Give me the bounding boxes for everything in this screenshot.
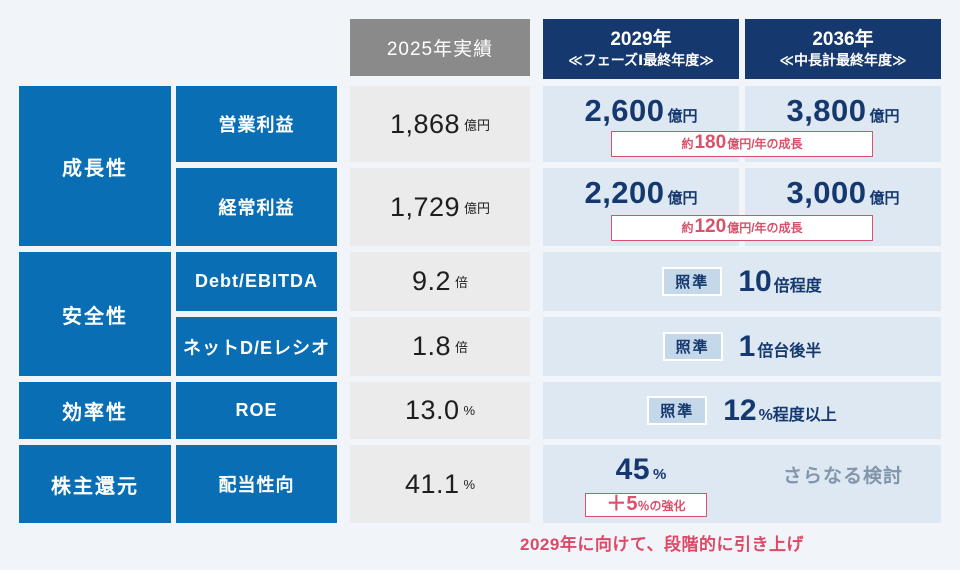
payout-2036-text: さらなる検討 xyxy=(782,465,903,487)
actual-payout-ratio-unit: % xyxy=(463,476,476,492)
aim-badge: 照準 xyxy=(662,267,723,296)
aim-badge: 照準 xyxy=(662,332,723,361)
growth-note-prefix: 約 xyxy=(681,137,694,151)
target-row-operating-profit: 2,600 億円 3,800 億円 約 180 億円/年の成長 xyxy=(543,86,941,162)
actual-net-de-ratio-unit: 倍 xyxy=(455,340,469,355)
actual-operating-profit: 1,868 億円 xyxy=(350,86,530,162)
aim-badge: 照準 xyxy=(647,396,708,425)
target-operating-profit-2036-unit: 億円 xyxy=(869,108,900,125)
actual-net-de-ratio-value: 1.8 xyxy=(411,331,452,361)
category-efficiency-label: 効率性 xyxy=(62,402,128,424)
target-debt-ebitda-suffix: 倍程度 xyxy=(773,277,822,295)
target-net-de-ratio-value: 1 xyxy=(738,329,756,363)
metric-net-de-ratio-label: ネットD/Eレシオ xyxy=(182,337,330,358)
actual-ordinary-profit-value: 1,729 xyxy=(389,191,461,222)
metric-roe: ROE xyxy=(176,382,337,439)
actual-ordinary-profit-unit: 億円 xyxy=(464,200,491,216)
column-header-2029: 2029年 ≪フェーズⅠ最終年度≫ xyxy=(543,19,739,79)
actual-debt-ebitda: 9.2 倍 xyxy=(350,252,530,311)
column-header-2025-label: 2025年実績 xyxy=(386,39,494,60)
target-net-de-ratio-suffix: 倍台後半 xyxy=(757,342,822,360)
growth-note-value: 120 xyxy=(694,216,727,237)
actual-net-de-ratio: 1.8 倍 xyxy=(350,317,530,376)
target-ordinary-profit-2029-unit: 億円 xyxy=(667,190,698,207)
target-roe-suffix: %程度以上 xyxy=(758,406,837,424)
category-shareholder-return-label: 株主還元 xyxy=(51,475,139,498)
actual-ordinary-profit: 1,729 億円 xyxy=(350,168,530,246)
target-ordinary-profit-2036-value: 3,000 xyxy=(786,175,867,210)
payout-enhancement-suffix: ％の強化 xyxy=(637,499,686,513)
metric-debt-ebitda: Debt/EBITDA xyxy=(176,252,337,311)
metric-payout-ratio-label: 配当性向 xyxy=(218,475,295,495)
operating-profit-growth-note: 約 180 億円/年の成長 xyxy=(611,131,873,157)
payout-enhancement-value: ＋5 xyxy=(606,493,638,515)
column-header-2036-year: 2036年 xyxy=(812,29,874,51)
payout-2029-block: 45 % xyxy=(543,445,739,523)
category-efficiency: 効率性 xyxy=(19,382,171,439)
column-header-2029-year: 2029年 xyxy=(610,29,672,51)
actual-roe-unit: % xyxy=(463,403,476,418)
actual-roe-value: 13.0 xyxy=(404,395,460,425)
payout-enhancement-note: ＋5 ％の強化 xyxy=(585,493,707,517)
column-header-2029-sublabel: ≪フェーズⅠ最終年度≫ xyxy=(568,52,714,69)
metric-net-de-ratio: ネットD/Eレシオ xyxy=(176,317,337,376)
actual-payout-ratio-value: 41.1 xyxy=(404,468,460,499)
payout-2029-value: 45 xyxy=(615,453,651,486)
actual-debt-ebitda-unit: 倍 xyxy=(455,275,469,290)
actual-roe: 13.0 % xyxy=(350,382,530,439)
category-growth: 成長性 xyxy=(19,86,171,246)
target-net-de-ratio-cell: 照準 1 倍台後半 xyxy=(543,317,941,376)
growth-note-prefix: 約 xyxy=(681,221,694,235)
ordinary-profit-growth-note: 約 120 億円/年の成長 xyxy=(611,215,873,241)
growth-note-suffix: 億円/年の成長 xyxy=(727,137,803,151)
target-operating-profit-2036-value: 3,800 xyxy=(786,93,867,128)
footnote: 2029年に向けて、段階的に引き上げ xyxy=(520,535,804,554)
metric-operating-profit-label: 営業利益 xyxy=(218,115,295,135)
target-roe-value: 12 xyxy=(723,393,757,427)
category-safety-label: 安全性 xyxy=(62,305,128,328)
target-debt-ebitda-cell: 照準 10 倍程度 xyxy=(543,252,941,311)
metric-payout-ratio: 配当性向 xyxy=(176,445,337,523)
metric-debt-ebitda-label: Debt/EBITDA xyxy=(195,271,318,291)
actual-debt-ebitda-value: 9.2 xyxy=(411,266,452,296)
actual-operating-profit-unit: 億円 xyxy=(464,117,491,133)
target-payout-ratio-cell: 45 % ＋5 ％の強化 さらなる検討 xyxy=(543,445,941,523)
metric-ordinary-profit-label: 経常利益 xyxy=(218,198,295,218)
metric-roe-label: ROE xyxy=(235,400,278,420)
payout-2029-unit: % xyxy=(653,466,667,483)
target-operating-profit-2029-value: 2,600 xyxy=(584,93,665,128)
target-roe-cell: 照準 12 %程度以上 xyxy=(543,382,941,439)
category-growth-label: 成長性 xyxy=(62,157,128,180)
target-operating-profit-2029-unit: 億円 xyxy=(667,108,698,125)
category-shareholder-return: 株主還元 xyxy=(19,445,171,523)
target-debt-ebitda-value: 10 xyxy=(738,264,772,298)
growth-note-suffix: 億円/年の成長 xyxy=(727,221,803,235)
metric-ordinary-profit: 経常利益 xyxy=(176,168,337,246)
growth-note-value: 180 xyxy=(694,132,727,153)
actual-payout-ratio: 41.1 % xyxy=(350,445,530,523)
column-header-2036: 2036年 ≪中長計最終年度≫ xyxy=(745,19,941,79)
target-row-ordinary-profit: 2,200 億円 3,000 億円 約 120 億円/年の成長 xyxy=(543,168,941,246)
actual-operating-profit-value: 1,868 xyxy=(389,108,461,139)
target-ordinary-profit-2036-unit: 億円 xyxy=(869,190,900,207)
category-safety: 安全性 xyxy=(19,252,171,376)
metric-operating-profit: 営業利益 xyxy=(176,86,337,162)
column-header-2025-actual: 2025年実績 xyxy=(350,19,530,76)
column-header-2036-sublabel: ≪中長計最終年度≫ xyxy=(779,52,907,69)
target-ordinary-profit-2029-value: 2,200 xyxy=(584,175,665,210)
